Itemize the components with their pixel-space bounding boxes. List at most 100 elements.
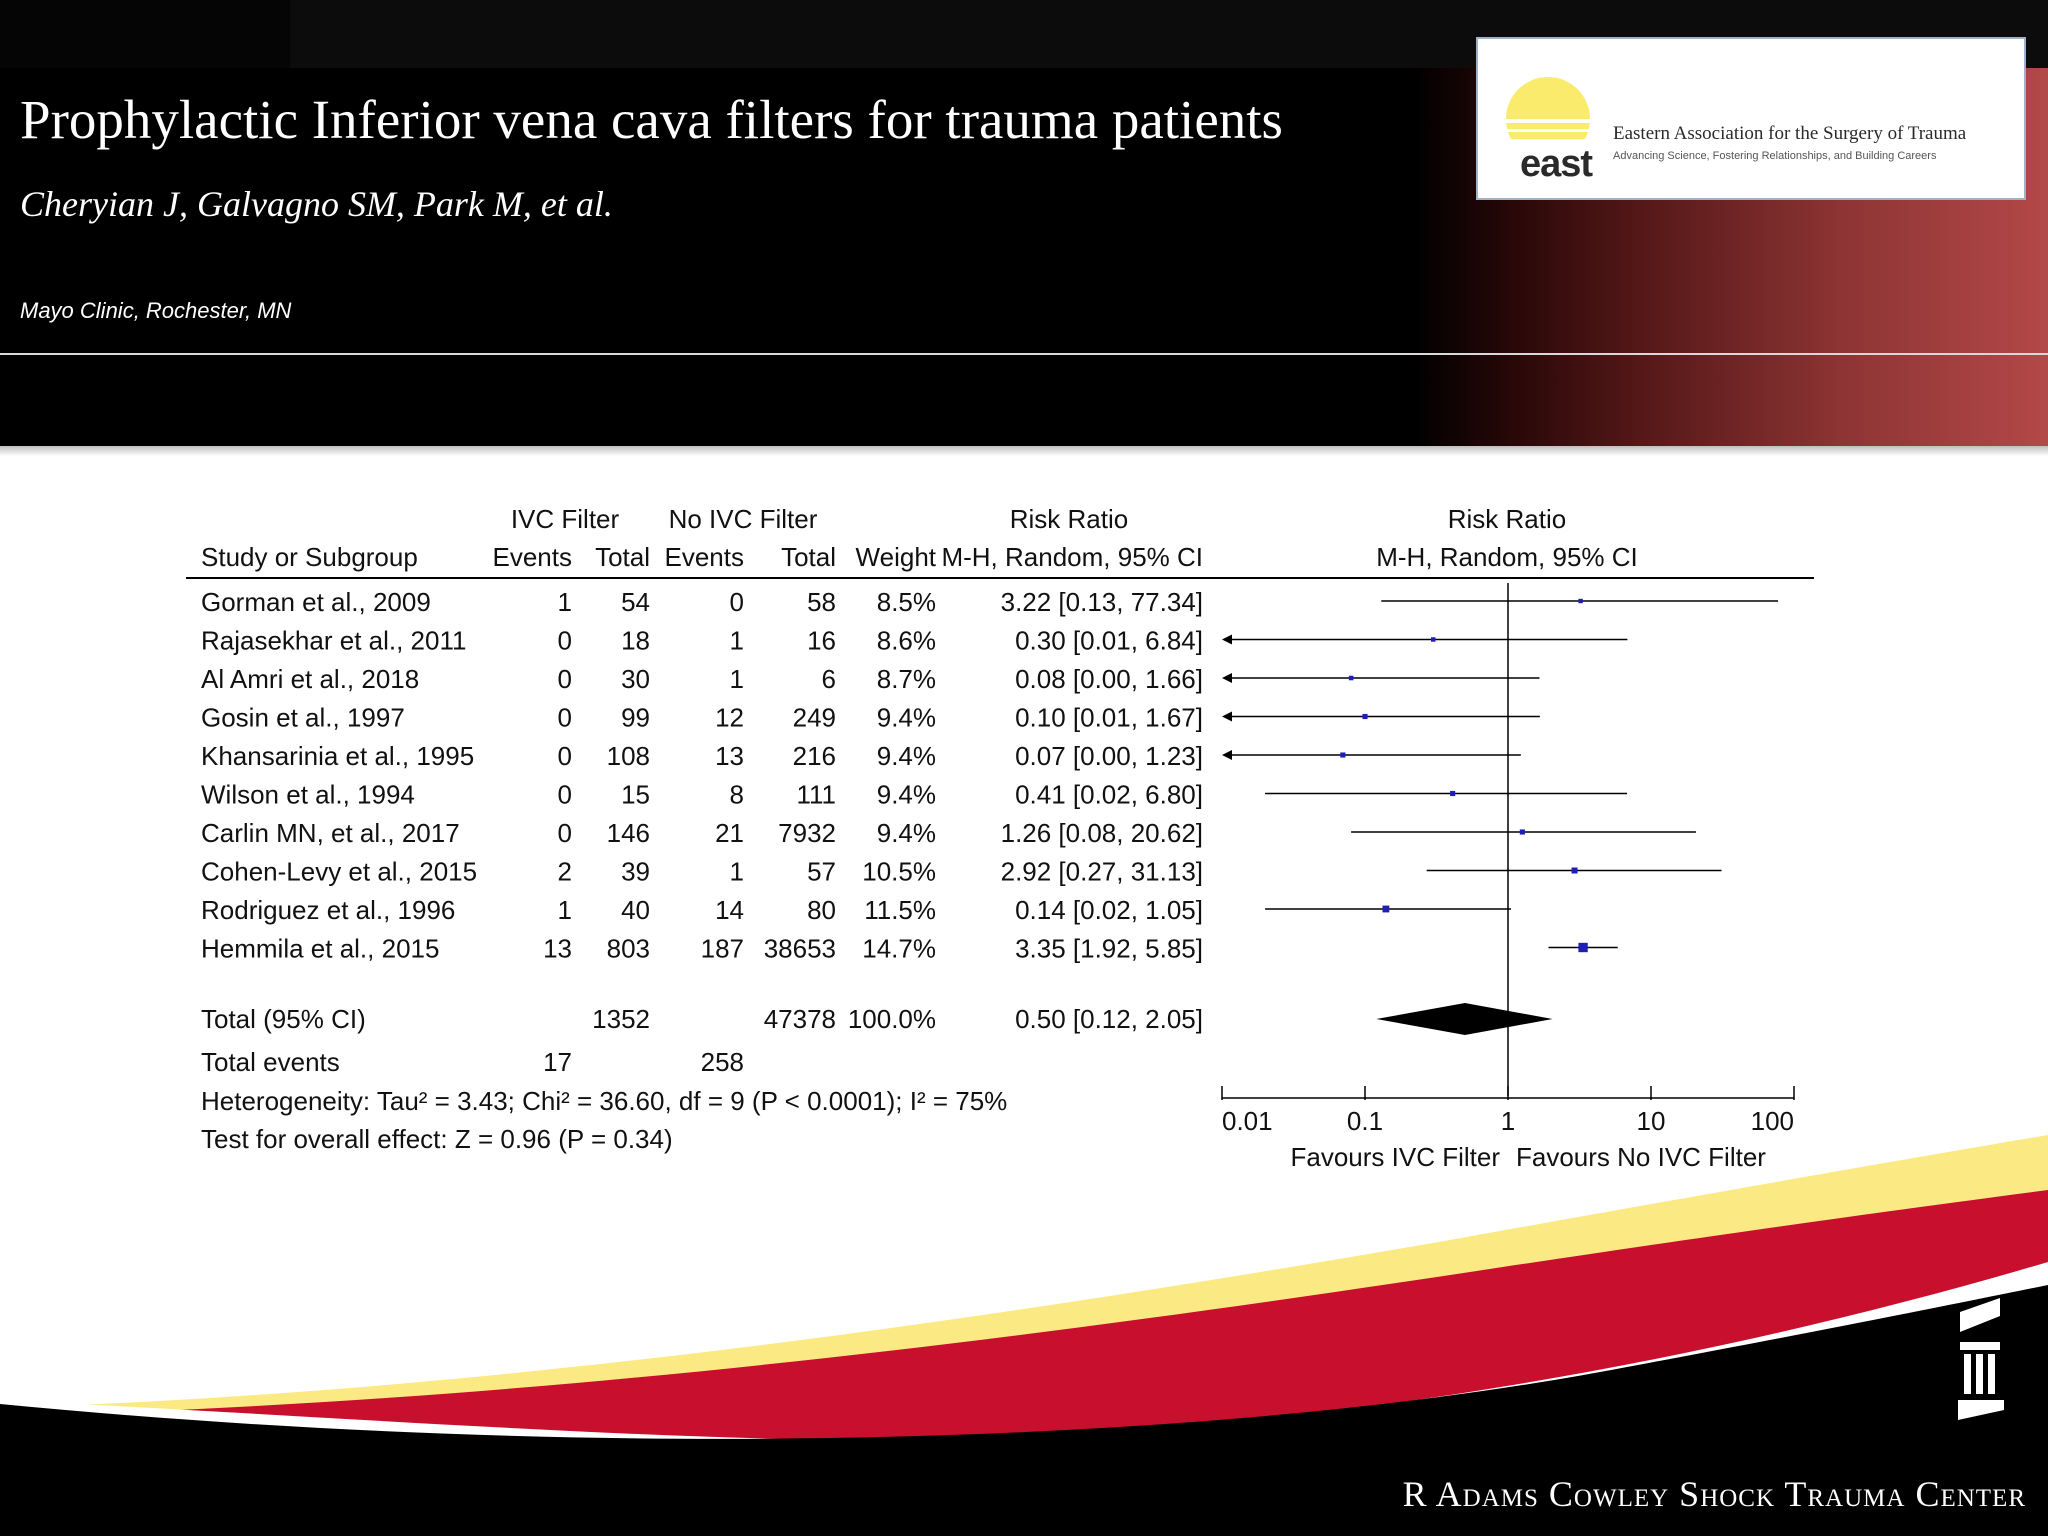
table-row: Rajasekhar et al., 2011 0 18 1 16 8.6% 0.30 [0… (201, 626, 1203, 656)
header-shadow (0, 446, 2048, 456)
table-row: Wilson et al., 1994 0 15 8 111 9.4% 0.41 [0.02… (201, 780, 1203, 810)
no-ivc-events: 14 (715, 895, 744, 925)
slide-title: Prophylactic Inferior vena cava filters … (20, 89, 1283, 150)
no-ivc-events: 1 (730, 626, 744, 656)
ivc-total: 39 (621, 857, 650, 887)
total-ci: 0.50 [0.12, 2.05] (1015, 1004, 1203, 1034)
ci-arrow (1222, 673, 1232, 683)
east-logo: east Eastern Association for the Surgery… (1476, 37, 2026, 200)
university-shield-icon (1958, 1298, 2004, 1420)
ivc-events: 0 (558, 818, 572, 848)
summary-diamond (1376, 1003, 1553, 1035)
study-ci: 3.22 [0.13, 77.34] (1001, 587, 1203, 617)
no-ivc-events: 13 (715, 741, 744, 771)
total-events-label: Total events (201, 1047, 340, 1077)
slide-authors: Cheryian J, Galvagno SM, Park M, et al. (20, 184, 613, 224)
no-ivc-events: 21 (715, 818, 744, 848)
study-ci: 0.10 [0.01, 1.67] (1015, 703, 1203, 733)
study-ci: 0.07 [0.00, 1.23] (1015, 741, 1203, 771)
effect-marker (1519, 829, 1525, 835)
header-no-total: Total (781, 542, 836, 572)
table-headers: IVC Filter No IVC Filter Risk Ratio Stud… (201, 504, 1638, 572)
header-study: Study or Subgroup (201, 542, 418, 572)
no-ivc-events: 12 (715, 703, 744, 733)
effect-marker (1348, 675, 1354, 681)
table-row: Hemmila et al., 2015 13 803 187 38653 14.7% 3.… (201, 934, 1203, 964)
header-no-events: Events (665, 542, 745, 572)
x-tick-label: 0.1 (1347, 1106, 1383, 1136)
total-no: 47378 (764, 1004, 836, 1034)
x-tick-label: 0.01 (1222, 1106, 1273, 1136)
effect-marker (1340, 752, 1346, 758)
ivc-events: 0 (558, 664, 572, 694)
study-rows: Gorman et al., 2009 1 54 0 58 8.5% 3.22 [0.13,… (201, 587, 1203, 964)
table-row: Rodriguez et al., 1996 1 40 14 80 11.5% 0.14 [… (201, 895, 1203, 925)
study-name: Wilson et al., 1994 (201, 780, 415, 810)
header-group-ivc: IVC Filter (511, 504, 620, 534)
header-weight: Weight (856, 542, 937, 572)
study-ci: 0.14 [0.02, 1.05] (1015, 895, 1203, 925)
ivc-total: 108 (607, 741, 650, 771)
no-ivc-events: 1 (730, 857, 744, 887)
footer-brand: R Adams Cowley Shock Trauma Center (1402, 1474, 2026, 1514)
header-ivc-events: Events (493, 542, 573, 572)
ivc-events: 2 (558, 857, 572, 887)
ivc-events: 13 (543, 934, 572, 964)
effect-marker (1578, 598, 1583, 604)
ivc-events: 0 (558, 703, 572, 733)
ivc-events: 1 (558, 587, 572, 617)
header-divider (0, 353, 2048, 355)
study-ci: 1.26 [0.08, 20.62] (1001, 818, 1203, 848)
total-ivc: 1352 (592, 1004, 650, 1034)
no-ivc-events: 187 (701, 934, 744, 964)
effect-marker (1571, 867, 1578, 874)
sun-icon (1506, 77, 1596, 171)
study-ci: 3.35 [1.92, 5.85] (1015, 934, 1203, 964)
study-ci: 0.30 [0.01, 6.84] (1015, 626, 1203, 656)
effect-marker (1362, 713, 1368, 720)
x-tick-label: 100 (1751, 1106, 1794, 1136)
favours-left-label: Favours IVC Filter (1291, 1142, 1501, 1172)
ci-arrow (1222, 634, 1232, 645)
total-weight: 100.0% (848, 1004, 936, 1034)
ivc-total: 54 (621, 587, 650, 617)
table-row: Carlin MN, et al., 2017 0 146 21 7932 9.4% 1.2… (201, 818, 1203, 848)
heterogeneity-text: Heterogeneity: Tau² = 3.43; Chi² = 36.60… (201, 1086, 1007, 1116)
effect-marker (1382, 905, 1390, 913)
ci-arrow (1222, 711, 1232, 722)
no-ivc-events: 1 (730, 664, 744, 694)
no-ivc-total: 57 (807, 857, 836, 887)
no-ivc-events: 0 (730, 587, 744, 617)
effect-marker (1430, 637, 1436, 642)
table-row: Khansarinia et al., 1995 0 108 13 216 9.4% 0.0… (201, 741, 1203, 771)
study-weight: 10.5% (862, 857, 936, 887)
no-ivc-events: 8 (730, 780, 744, 810)
header-group-noivc: No IVC Filter (669, 504, 818, 534)
ivc-events: 0 (558, 741, 572, 771)
ivc-total: 40 (621, 895, 650, 925)
summary-rows: Total (95% CI) 1352 47378 100.0% 0.50 [0… (201, 1004, 1203, 1154)
study-weight: 8.7% (877, 664, 936, 694)
plot-header-group: Risk Ratio (1448, 504, 1566, 534)
slide-affiliation: Mayo Clinic, Rochester, MN (20, 298, 292, 323)
study-weight: 9.4% (877, 703, 936, 733)
study-weight: 8.6% (877, 626, 936, 656)
swoosh-black (0, 1285, 2048, 1536)
favours-right-label: Favours No IVC Filter (1516, 1142, 1766, 1172)
study-name: Al Amri et al., 2018 (201, 664, 419, 694)
total-events-ivc: 17 (543, 1047, 572, 1077)
study-weight: 9.4% (877, 741, 936, 771)
study-name: Hemmila et al., 2015 (201, 934, 439, 964)
ivc-total: 18 (621, 626, 650, 656)
no-ivc-total: 7932 (778, 818, 836, 848)
east-wordmark: east (1520, 143, 1593, 185)
east-name: Eastern Association for the Surgery of T… (1613, 123, 1967, 144)
study-ci: 0.41 [0.02, 6.80] (1015, 780, 1203, 810)
effect-marker (1450, 790, 1456, 797)
ivc-events: 1 (558, 895, 572, 925)
study-weight: 9.4% (877, 818, 936, 848)
plot-area: 0.01 0.1 1 10 100 Favours IVC Filter Favours N… (1221, 583, 1795, 1172)
no-ivc-total: 216 (793, 741, 836, 771)
effect-marker (1578, 942, 1588, 953)
east-tagline: Advancing Science, Fostering Relationshi… (1613, 150, 1937, 162)
